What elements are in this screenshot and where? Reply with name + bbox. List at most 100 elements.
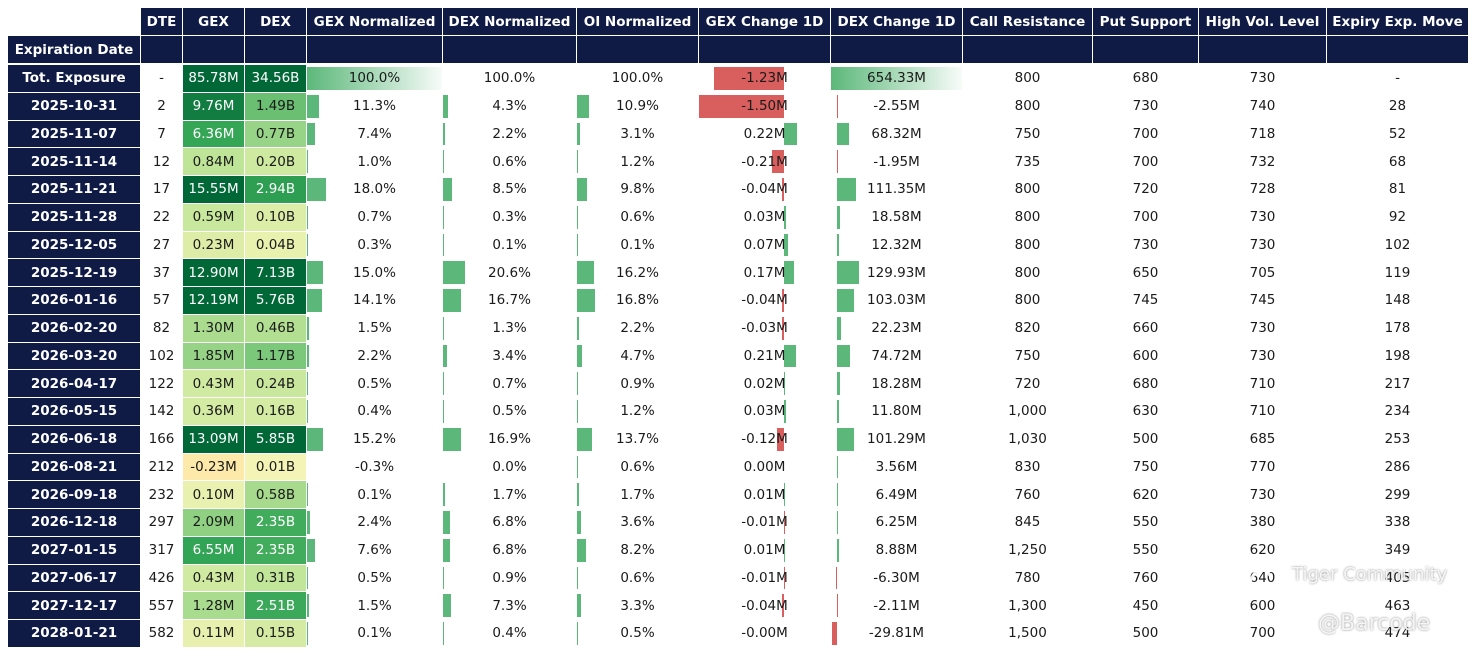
gex-normalized-cell: 0.5% [307, 565, 442, 592]
call-resistance-cell: 800 [963, 259, 1092, 286]
high-vol-level-value: 380 [1249, 514, 1276, 531]
dex-cell: 2.51B [245, 592, 306, 619]
oi-normalized-cell: 0.6% [577, 454, 698, 481]
dex-change-bar [837, 289, 855, 312]
gex-cell: 0.10M [183, 481, 244, 508]
gex-norm-bar [307, 566, 308, 590]
oi-norm-bar [577, 566, 578, 590]
dte-cell: 82 [141, 315, 182, 342]
expiry-exp-move-value: 198 [1384, 347, 1411, 364]
expiry-exp-move-cell: 28 [1327, 93, 1468, 120]
gex-change-1d-cell: -0.00M [699, 620, 830, 647]
put-support-cell: 680 [1093, 370, 1198, 397]
expiry-exp-move-value: 234 [1384, 403, 1411, 420]
dex-value: 34.56B [251, 70, 300, 87]
dex-normalized-cell: 1.7% [443, 481, 576, 508]
call-resistance-value: 800 [1014, 98, 1041, 115]
dex-change-bar [837, 233, 840, 257]
call-resistance-value: 800 [1014, 70, 1041, 87]
call-resistance-cell: 1,250 [963, 537, 1092, 564]
oi-normalized-cell: 1.2% [577, 148, 698, 175]
gex-change-bar [772, 150, 785, 173]
dte-cell: 166 [141, 426, 182, 453]
oi-normalized-value: 8.2% [620, 542, 655, 559]
high-vol-level-value: 685 [1249, 431, 1276, 448]
gex-change-1d-cell: -0.01M [699, 565, 830, 592]
put-support-cell: 650 [1093, 259, 1198, 286]
call-resistance-value: 820 [1014, 320, 1041, 337]
expiration-date-label: 2027-12-17 [30, 597, 118, 614]
dex-value: 0.31B [255, 569, 296, 586]
row-label: 2025-11-14 [8, 148, 140, 175]
dex-change-1d-value: 654.33M [867, 70, 926, 87]
expiration-date-label: Tot. Exposure [22, 70, 126, 87]
dex-norm-bar [443, 94, 448, 118]
high-vol-level-value: 730 [1249, 70, 1276, 87]
gex-cell: 0.84M [183, 148, 244, 175]
put-support-cell: 600 [1093, 343, 1198, 370]
column-header-high-vol-level: High Vol. Level [1199, 8, 1326, 35]
high-vol-level-value: 700 [1249, 625, 1276, 642]
row-label: 2027-06-17 [8, 564, 140, 592]
header-spacer [1327, 36, 1468, 63]
gex-normalized-value: 15.0% [353, 264, 396, 281]
dex-change-1d-cell: -2.55M [831, 93, 962, 120]
expiry-exp-move-cell: 68 [1327, 148, 1468, 175]
call-resistance-cell: 800 [963, 232, 1092, 259]
column-header-gex: GEX [183, 8, 244, 35]
header-spacer [963, 36, 1092, 63]
dex-cell: 0.46B [245, 314, 306, 342]
gex-normalized-value: 14.1% [353, 292, 396, 309]
dex-change-1d-cell: 22.23M [831, 315, 962, 342]
dte-value: 82 [152, 320, 171, 337]
gex-value: 0.10M [192, 486, 235, 503]
dte-value: - [159, 70, 164, 87]
gex-change-bar [714, 67, 785, 90]
dex-normalized-value: 1.3% [492, 320, 527, 337]
gex-change-1d-value: 0.01M [743, 542, 786, 559]
gex-norm-bar [307, 316, 309, 340]
gex-cell: 0.43M [183, 370, 244, 397]
header-spacer [141, 36, 182, 63]
expiry-exp-move-value: 28 [1388, 98, 1407, 115]
call-resistance-cell: 820 [963, 315, 1092, 342]
oi-normalized-cell: 3.6% [577, 509, 698, 536]
dex-norm-bar [443, 400, 444, 423]
put-support-cell: 620 [1093, 481, 1198, 508]
high-vol-level-value: 730 [1249, 486, 1276, 503]
dex-change-1d-cell: 6.49M [831, 481, 962, 508]
gex-change-1d-cell: -1.50M [699, 93, 830, 120]
gex-change-1d-cell: 0.01M [699, 481, 830, 508]
put-support-cell: 700 [1093, 204, 1198, 231]
expiry-exp-move-cell: 463 [1327, 592, 1468, 619]
dte-cell: 142 [141, 398, 182, 425]
gex-normalized-cell: 7.6% [307, 537, 442, 564]
call-resistance-value: 1,250 [1008, 542, 1047, 559]
oi-normalized-value: 0.5% [620, 625, 655, 642]
expiration-date-label: 2026-05-15 [30, 403, 118, 420]
column-header-call-resistance: Call Resistance [963, 8, 1092, 35]
call-resistance-value: 1,030 [1008, 431, 1047, 448]
oi-normalized-cell: 3.3% [577, 592, 698, 619]
dex-normalized-value: 7.3% [492, 597, 527, 614]
header-spacer [183, 36, 244, 63]
high-vol-level-cell: 700 [1199, 620, 1326, 647]
call-resistance-value: 760 [1014, 486, 1041, 503]
call-resistance-value: 1,300 [1008, 597, 1047, 614]
put-support-value: 700 [1132, 209, 1159, 226]
oi-normalized-cell: 0.5% [577, 620, 698, 647]
gex-change-bar [784, 538, 785, 562]
high-vol-level-cell: 710 [1199, 370, 1326, 397]
gex-change-bar [781, 594, 785, 617]
gex-normalized-cell: 0.1% [307, 481, 442, 508]
dte-value: 22 [152, 209, 171, 226]
dte-value: 317 [148, 542, 175, 559]
dex-cell: 2.35B [245, 509, 306, 536]
header-spacer [577, 36, 698, 63]
row-label: 2026-12-18 [8, 509, 140, 536]
dex-change-bar [837, 178, 856, 201]
oi-normalized-value: 9.8% [620, 181, 655, 198]
oi-normalized-value: 1.2% [620, 403, 655, 420]
header-spacer [699, 36, 830, 63]
gex-norm-bar [307, 511, 310, 534]
